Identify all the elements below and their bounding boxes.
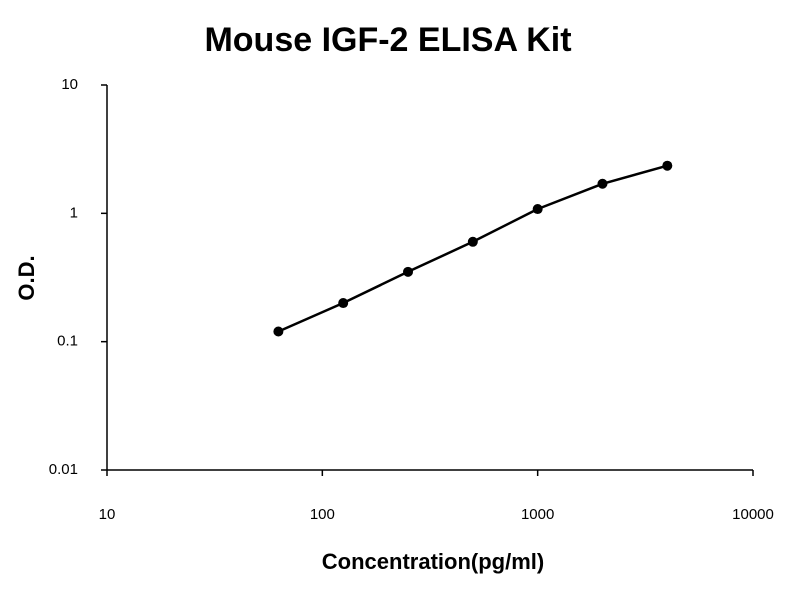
- x-tick-label: 1000: [521, 506, 554, 523]
- y-tick-label: 1: [70, 204, 78, 221]
- curve: [277, 164, 668, 333]
- point: [273, 326, 284, 337]
- x-tick-label: 10000: [732, 506, 774, 523]
- y-axis-label: O.D.: [14, 255, 39, 300]
- y-tick-label: 0.1: [57, 333, 78, 350]
- x-tick-label: 10: [99, 506, 116, 523]
- point: [532, 204, 543, 215]
- x-axis-label: Concentration(pg/ml): [322, 549, 544, 574]
- point: [338, 298, 349, 309]
- y-tick-label: 10: [61, 76, 78, 93]
- chart-title: Mouse IGF-2 ELISA Kit: [204, 21, 571, 59]
- point: [597, 178, 608, 189]
- point: [662, 160, 673, 171]
- y-tick-label: 0.01: [49, 461, 78, 478]
- point: [467, 236, 478, 247]
- x-tick-label: 100: [310, 506, 335, 523]
- point: [403, 266, 414, 277]
